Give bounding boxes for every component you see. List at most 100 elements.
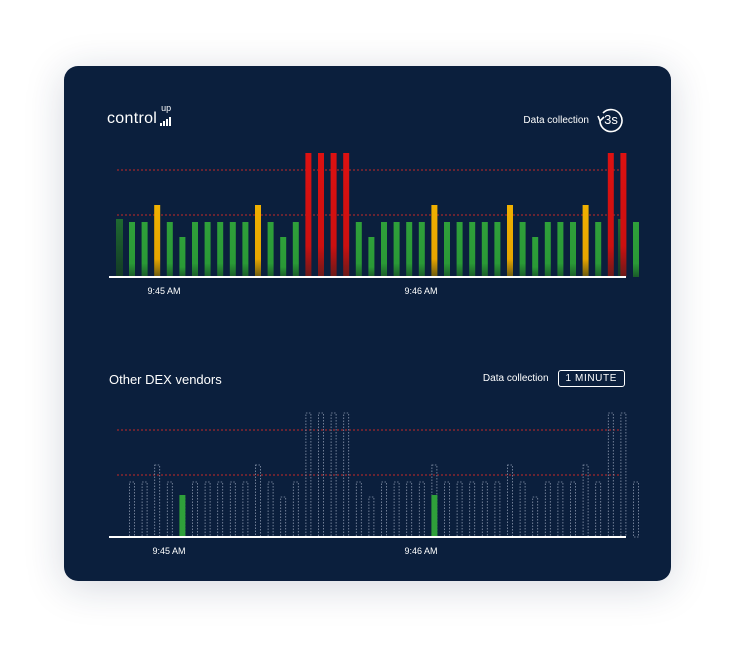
chart-bar-outline — [217, 481, 224, 538]
chart-bar — [204, 222, 211, 277]
chart-bar — [570, 222, 576, 277]
chart-bar-outline — [292, 481, 299, 538]
chart-bar-outline — [267, 481, 274, 538]
chart-bar-outline — [368, 496, 375, 538]
chart-bar-outline — [330, 412, 337, 538]
chart-bar — [166, 222, 173, 277]
chart-bar — [557, 222, 564, 277]
chart-bar — [229, 222, 236, 277]
chart-bar — [368, 237, 375, 277]
chart-bar — [305, 153, 312, 277]
chart-bar-outline — [570, 481, 576, 538]
chart-bar — [456, 222, 463, 277]
chart-bar-outline — [255, 464, 261, 538]
chart-bar — [154, 205, 161, 277]
chart-bar — [582, 205, 589, 277]
chart-bar-outline — [620, 412, 627, 538]
chart-bar-outline — [229, 481, 236, 538]
chart-bar — [595, 222, 602, 277]
chart-bar-outline — [166, 481, 173, 538]
x-tick-label: 9:46 AM — [404, 546, 437, 556]
chart-bar — [355, 222, 362, 277]
vendor-data-collection-label: Data collection — [482, 373, 549, 384]
chart-bar-outline — [582, 464, 589, 538]
data-collection-label: Data collection — [523, 114, 589, 126]
chart-bar — [217, 222, 224, 277]
vendor-data-collection: Data collection 1 MINUTE — [483, 370, 625, 387]
logo-superscript: up — [161, 103, 172, 113]
chart-bar — [469, 222, 476, 277]
chart-bar-outline — [481, 481, 488, 538]
data-collection-indicator: Data collection 3s — [523, 104, 627, 136]
chart-bar-outline — [494, 481, 501, 538]
chart-bar-outline — [607, 412, 614, 538]
refresh-interval-icon: 3s — [595, 104, 627, 136]
chart-bar-outline — [204, 481, 211, 538]
chart-bar — [519, 222, 526, 277]
section-title: Other DEX vendors — [109, 372, 222, 387]
chart-bar-outline — [381, 481, 387, 538]
chart-bar — [255, 205, 261, 277]
highlighted-bar — [431, 495, 438, 537]
controlup-logo: control up — [107, 103, 176, 127]
interval-pill: 1 MINUTE — [557, 370, 625, 387]
chart-bar — [318, 153, 324, 277]
chart-bar-outline — [557, 481, 564, 538]
chart-bar — [633, 222, 639, 277]
chart-bar-outline — [305, 412, 312, 538]
bar-edge — [116, 219, 123, 277]
chart-bar — [330, 153, 337, 277]
chart-bar-outline — [507, 464, 513, 538]
chart-bar — [532, 237, 539, 277]
chart-bar — [343, 153, 350, 277]
chart-bar — [431, 205, 438, 277]
chart-bar — [192, 222, 198, 277]
highlighted-bar — [179, 495, 186, 537]
chart-bar-outline — [544, 481, 551, 538]
chart-bar-outline — [418, 481, 425, 538]
chart-bar — [129, 222, 135, 277]
chart-bar — [267, 222, 274, 277]
chart-bar — [141, 222, 148, 277]
chart-bar — [418, 222, 425, 277]
logo-signal-icon: up — [158, 103, 176, 127]
refresh-interval-value: 3s — [604, 112, 618, 127]
x-tick-label: 9:45 AM — [152, 546, 185, 556]
chart-bar — [607, 153, 614, 277]
chart-bar-outline — [595, 481, 602, 538]
chart-bar-outline — [343, 412, 350, 538]
monitoring-card: control up Data collection 3s Other DEX … — [64, 66, 671, 581]
chart-bar — [292, 222, 299, 277]
realtime-chart: 9:45 AM 9:46 AM — [109, 153, 639, 296]
charts: 9:45 AM 9:46 AM 9:45 AM 9:46 AM — [109, 153, 639, 556]
chart-bar — [280, 237, 287, 277]
chart-bar-outline — [532, 496, 539, 538]
chart-bar-outline — [393, 481, 400, 538]
chart-bar — [179, 237, 186, 277]
chart-bar — [544, 222, 551, 277]
chart-bar — [393, 222, 400, 277]
chart-bar — [507, 205, 513, 277]
chart-bar-outline — [318, 412, 324, 538]
chart-bar-outline — [141, 481, 148, 538]
chart-bar-outline — [242, 481, 249, 538]
x-tick-label: 9:46 AM — [404, 286, 437, 296]
chart-bar — [444, 222, 450, 277]
chart-bar-outline — [355, 481, 362, 538]
chart-bar-outline — [456, 481, 463, 538]
chart-bar — [242, 222, 249, 277]
chart-bar-outline — [280, 496, 287, 538]
x-tick-label: 9:45 AM — [147, 286, 180, 296]
chart-bar — [381, 222, 387, 277]
logo-wordmark: control — [107, 110, 158, 127]
chart-bar-outline — [406, 481, 413, 538]
chart-bar — [481, 222, 488, 277]
chart-bar-outline — [444, 481, 450, 538]
chart-bar-outline — [633, 481, 639, 538]
vendor-chart: 9:45 AM 9:46 AM — [109, 412, 639, 556]
chart-bar-outline — [192, 481, 198, 538]
chart-bar-outline — [469, 481, 476, 538]
chart-bar-outline — [129, 481, 135, 538]
chart-bar-outline — [519, 481, 526, 538]
chart-bar — [494, 222, 501, 277]
